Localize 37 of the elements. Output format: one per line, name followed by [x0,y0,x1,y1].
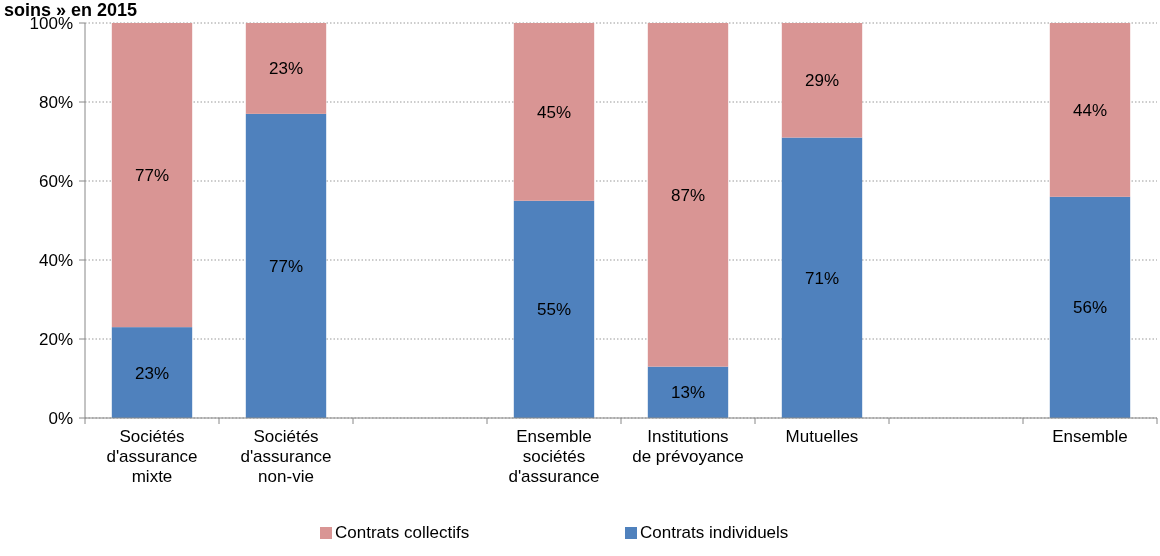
data-label: 23% [268,59,304,79]
y-tick-label: 0% [48,408,73,428]
bar [513,200,595,418]
legend-label: Contrats collectifs [335,523,470,542]
bar [781,137,863,418]
bar [245,113,327,418]
y-tick-label: 60% [38,171,73,191]
y-tick-label: 80% [38,92,73,112]
bar [647,23,729,367]
x-tick-label: Mutuelles [785,427,859,446]
x-tick-label: Institutions de prévoyance [632,427,744,466]
bar [513,23,595,201]
data-label: 29% [804,71,840,91]
data-label: 13% [670,383,706,403]
bar [781,23,863,138]
x-tick-label: Ensemble sociétés d'assurance [508,427,600,486]
y-tick-label: 40% [38,250,73,270]
bar [111,23,193,328]
y-tick-label: 20% [38,329,73,349]
data-label: 56% [1072,298,1108,318]
data-label: 71% [804,268,840,288]
data-label: 23% [134,363,170,383]
x-tick-label: Ensemble [1052,427,1128,446]
x-tick-label: Sociétés d'assurance non-vie [240,427,332,486]
data-label: 77% [268,256,304,276]
x-tick-label: Sociétés d'assurance mixte [106,427,198,486]
data-label: 55% [536,300,572,320]
bar [111,327,193,418]
bar [245,23,327,114]
bar [647,366,729,418]
bar [1049,23,1131,197]
legend-label: Contrats individuels [640,523,789,542]
data-label: 87% [670,185,706,205]
data-label: 44% [1072,100,1108,120]
data-label: 45% [536,102,572,122]
bar [1049,196,1131,418]
data-label: 77% [134,166,170,186]
